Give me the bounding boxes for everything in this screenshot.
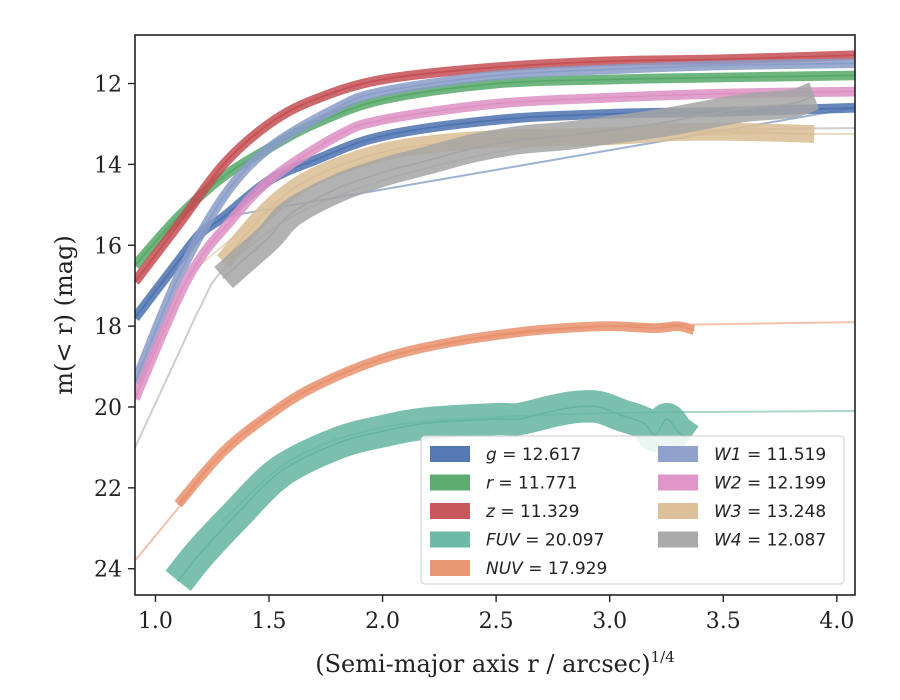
series-line-fuv (177, 405, 690, 582)
series-layer (135, 50, 855, 591)
x-tick-label: 3.5 (706, 609, 741, 634)
ticks-layer: 1.0 1.5 2.0 2.5 3.0 3.5 4.0 12 14 16 18 20 22 24 (94, 73, 854, 634)
legend-label-fuv: FUV = 20.097 (486, 531, 604, 551)
legend-label-r: r = 11.771 (486, 474, 578, 494)
legend-swatch-r (430, 474, 470, 491)
legend-swatch-g (430, 446, 470, 462)
series-line-z (135, 54, 855, 283)
series-line-w1 (135, 62, 855, 384)
legend-label-w4: W4 = 12.087 (714, 531, 826, 551)
legend-swatch-w3 (658, 503, 698, 519)
legend-label-w1: W1 = 11.519 (714, 445, 826, 465)
y-tick-label: 16 (94, 234, 122, 259)
x-axis-label-main: (Semi-major axis r / arcsec) (315, 650, 650, 678)
y-tick-label: 12 (94, 73, 122, 98)
y-tick-label: 20 (94, 396, 122, 421)
y-tick-label: 14 (94, 153, 122, 178)
y-tick-label: 18 (94, 315, 122, 340)
x-tick-label: 1.0 (138, 609, 173, 634)
legend: g = 12.617 r = 11.771 z = 11.329 FUV = 20.0… (420, 435, 845, 585)
legend-swatch-w2 (658, 474, 698, 491)
x-axis-label: (Semi-major axis r / arcsec)1/4 (315, 648, 675, 678)
legend-label-w2: W2 = 12.199 (714, 474, 826, 494)
plot-frame (134, 34, 856, 596)
x-tick-label: 3.0 (592, 609, 627, 634)
legend-label-g: g = 12.617 (486, 445, 581, 465)
series-line-w4 (222, 94, 815, 279)
legend-swatch-w4 (658, 531, 698, 548)
legend-items: g = 12.617 r = 11.771 z = 11.329 FUV = 20.0… (430, 445, 826, 579)
legend-frame (420, 435, 845, 585)
legend-label-w3: W3 = 13.248 (714, 502, 826, 522)
legend-swatch-nuv (430, 560, 470, 576)
legend-swatch-z (430, 503, 470, 519)
legend-label-nuv: NUV = 17.929 (486, 559, 607, 579)
legend-swatch-w1 (658, 446, 698, 462)
legend-swatch-fuv (430, 531, 470, 548)
x-tick-label: 1.5 (252, 609, 287, 634)
x-tick-label: 2.0 (365, 609, 400, 634)
y-tick-label: 24 (94, 558, 122, 583)
x-tick-label: 2.5 (479, 609, 514, 634)
y-tick-label: 22 (94, 477, 122, 502)
legend-label-z: z = 11.329 (485, 502, 579, 522)
series-line-w2 (135, 90, 855, 400)
series-line-nuv (177, 325, 695, 505)
x-tick-label: 4.0 (819, 609, 854, 634)
y-axis-label: m(< r) (mag) (50, 235, 78, 394)
x-axis-label-superscript: 1/4 (651, 648, 675, 666)
